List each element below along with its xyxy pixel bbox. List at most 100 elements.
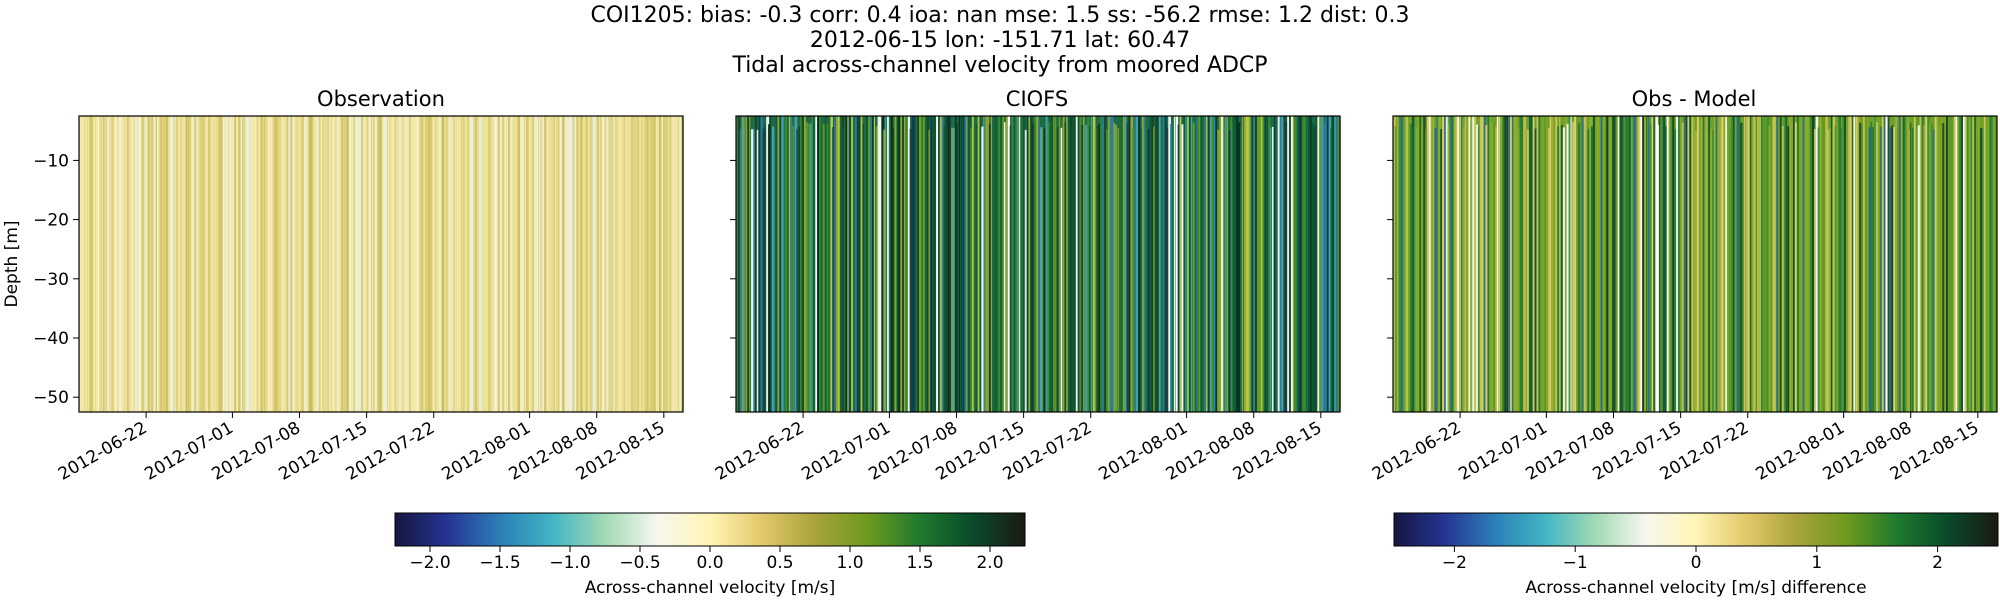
heatmap-cell-column: [1693, 116, 1696, 412]
heatmap-cell-column: [1842, 116, 1845, 412]
heatmap-cell-column: [1449, 116, 1453, 412]
heatmap-cell-column: [751, 129, 754, 412]
heatmap-cell-column: [624, 116, 626, 412]
heatmap-cell-column: [792, 125, 794, 413]
heatmap-cell-column: [376, 116, 380, 412]
heatmap-cell-column: [592, 116, 595, 412]
heatmap-cell-column: [943, 125, 946, 412]
heatmap-cell-column: [1857, 116, 1860, 412]
heatmap-cell-column: [1228, 129, 1232, 412]
heatmap-cell-column: [1151, 116, 1155, 412]
heatmap-cell-column: [618, 116, 621, 412]
heatmap-cell-column: [1936, 116, 1939, 412]
heatmap-cell-column: [1768, 125, 1771, 413]
x-tick-label: 2012-06-22: [712, 418, 808, 485]
heatmap-cell-column: [1868, 127, 1871, 413]
heatmap-cell-column: [1704, 116, 1707, 412]
figure-title-line-2: 2012-06-15 lon: -151.71 lat: 60.47: [810, 28, 1190, 53]
heatmap-cell-column: [1787, 126, 1790, 412]
heatmap-cell-column: [1183, 116, 1186, 412]
heatmap-cell-column: [664, 116, 668, 412]
heatmap-cell-column: [1840, 128, 1842, 413]
heatmap-cell-column: [389, 116, 391, 412]
heatmap-cell-column: [786, 116, 789, 412]
heatmap-cell-column: [1579, 116, 1582, 412]
heatmap-cell-column: [493, 116, 495, 412]
heatmap-cell-column: [127, 116, 129, 412]
heatmap-cell-column: [666, 116, 669, 412]
heatmap-cell-column: [1855, 116, 1858, 412]
heatmap-cell-column: [246, 116, 248, 412]
heatmap-cell-column: [1172, 124, 1174, 413]
heatmap-cell-column: [125, 116, 129, 412]
heatmap-cell-column: [1910, 122, 1912, 412]
heatmap-cell-column: [1659, 116, 1661, 412]
heatmap-cell-column: [1740, 122, 1743, 413]
heatmap-cell-column: [1138, 116, 1141, 412]
heatmap-cell-column: [1630, 116, 1634, 412]
heatmap-cell-column: [1122, 116, 1125, 412]
heatmap-cell-column: [1234, 116, 1237, 412]
heatmap-cell-column: [1602, 116, 1605, 412]
heatmap-cell-column: [1751, 116, 1755, 412]
heatmap-cell-column: [1187, 116, 1189, 412]
heatmap-cell-column: [562, 116, 565, 412]
heatmap-cell-column: [1393, 116, 1396, 412]
heatmap-cell-column: [1593, 116, 1596, 412]
heatmap-cell-column: [403, 116, 406, 412]
heatmap-cell-column: [1394, 126, 1397, 412]
heatmap-cell-column: [93, 116, 95, 412]
heatmap-cell-column: [1256, 116, 1260, 412]
heatmap-cell-column: [1332, 116, 1334, 412]
y-axis-observation: −10 −20 −30 −40 −50: [33, 151, 79, 408]
heatmap-cell-column: [449, 116, 452, 412]
heatmap-cell-column: [749, 116, 751, 412]
heatmap-cell-column: [1166, 127, 1170, 412]
heatmap-cell-column: [419, 116, 422, 412]
heatmap-cell-column: [163, 116, 166, 412]
heatmap-cell-column: [427, 116, 431, 412]
heatmap-cell-column: [790, 116, 793, 412]
heatmap-cell-column: [497, 116, 500, 412]
heatmap-cell-column: [1795, 122, 1798, 412]
heatmap-cell-column: [1064, 122, 1067, 413]
heatmap-cell-column: [1051, 116, 1054, 412]
heatmap-cell-column: [1536, 116, 1540, 412]
heatmap-cell-column: [1964, 116, 1967, 412]
heatmap-cell-column: [771, 126, 774, 413]
heatmap-cell-column: [632, 116, 636, 412]
heatmap-cell-column: [1881, 116, 1884, 412]
heatmap-cell-column: [1827, 129, 1830, 412]
heatmap-cell-column: [1893, 126, 1896, 412]
heatmap-cell-column: [1175, 116, 1179, 412]
heatmap-cell-column: [747, 116, 749, 412]
heatmap-cell-column: [1041, 128, 1043, 412]
heatmap-cell-column: [1821, 116, 1824, 412]
heatmap-cell-column: [147, 116, 151, 412]
heatmap-cell-column: [294, 116, 297, 412]
heatmap-cell-column: [1005, 116, 1008, 412]
heatmap-cell-column: [1864, 116, 1867, 412]
heatmap-cell-column: [143, 116, 146, 412]
heatmap-cell-column: [594, 116, 597, 412]
x-tick-label: 2012-06-22: [55, 418, 151, 485]
heatmap-cell-column: [1094, 127, 1097, 412]
colorbar-velocity-label: Across-channel velocity [m/s]: [585, 578, 835, 598]
heatmap-cell-column: [658, 116, 662, 412]
heatmap-cell-column: [898, 116, 902, 412]
heatmap-cell-column: [1004, 122, 1006, 412]
heatmap-cell-column: [1211, 116, 1215, 412]
panel-title-ciofs: CIOFS: [1006, 87, 1068, 111]
heatmap-cell-column: [1878, 116, 1880, 412]
heatmap-cell-column: [576, 116, 579, 412]
heatmap-cell-column: [836, 116, 839, 412]
heatmap-cell-column: [1695, 129, 1697, 412]
heatmap-cell-column: [1708, 116, 1711, 412]
heatmap-cell-column: [1102, 116, 1105, 412]
heatmap-cell-column: [1153, 126, 1155, 412]
heatmap-observation: [79, 116, 684, 412]
heatmap-cell-column: [824, 116, 827, 412]
heatmap-cell-column: [99, 116, 102, 412]
heatmap-cell-column: [1940, 116, 1944, 412]
heatmap-cell-column: [1170, 123, 1172, 413]
